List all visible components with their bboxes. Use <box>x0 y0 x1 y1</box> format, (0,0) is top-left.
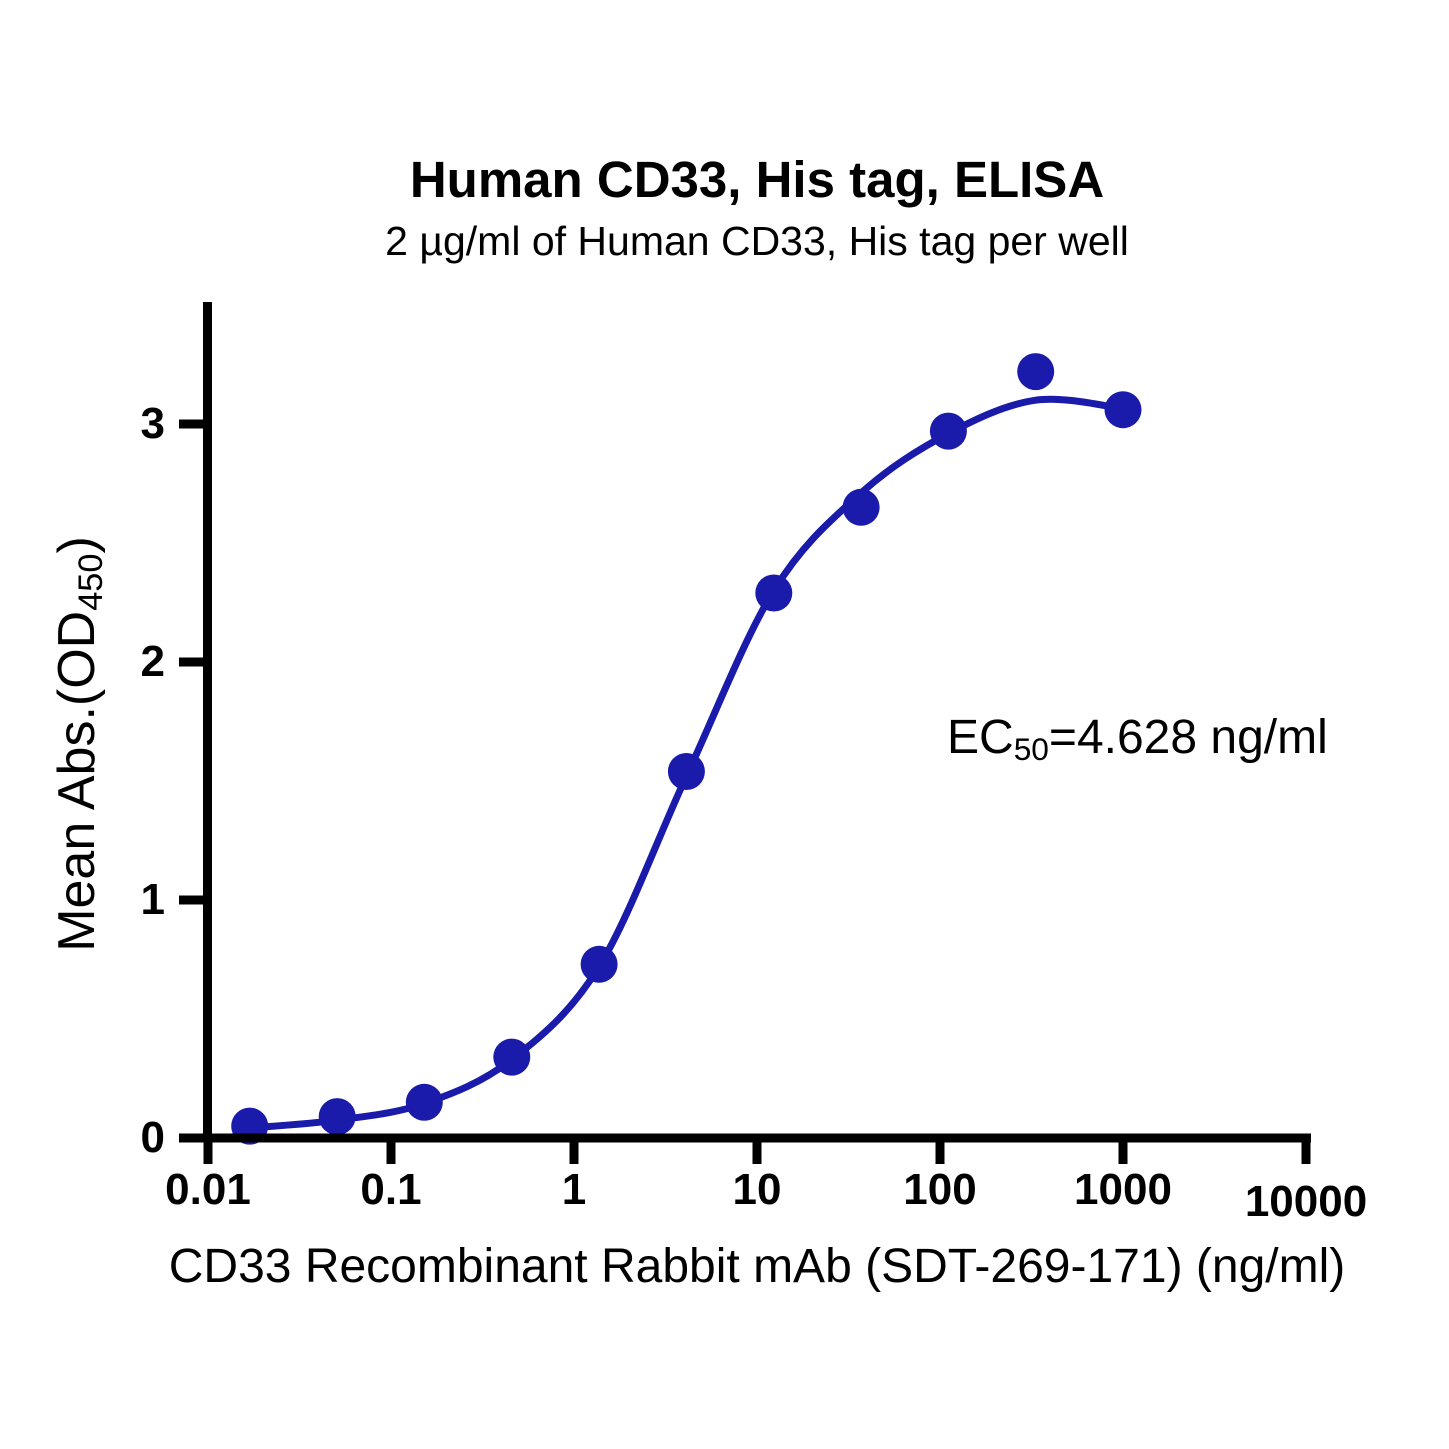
y-tick-label-3: 3 <box>140 399 165 448</box>
y-tick-mark <box>179 657 207 667</box>
data-point <box>405 1083 443 1121</box>
chart-subtitle: 2 µg/ml of Human CD33, His tag per well <box>385 218 1129 264</box>
x-tick-mark <box>752 1137 762 1164</box>
data-point <box>318 1098 356 1136</box>
x-axis-label: CD33 Recombinant Rabbit mAb (SDT-269-171… <box>168 1240 1346 1293</box>
y-tick-mark <box>179 1133 207 1143</box>
x-tick-label-1: 1 <box>561 1165 587 1214</box>
ec50-annotation: EC50=4.628 ng/ml <box>947 711 1328 765</box>
y-tick-label-2: 2 <box>140 637 165 686</box>
x-tick-mark <box>1301 1137 1311 1164</box>
y-tick-label-1: 1 <box>140 875 165 924</box>
data-point <box>667 753 705 790</box>
data-point <box>842 488 880 526</box>
x-tick-label-0.01: 0.01 <box>165 1165 251 1214</box>
data-point <box>580 945 618 983</box>
data-point <box>493 1038 531 1076</box>
y-axis-line <box>203 302 212 1142</box>
x-tick-mark <box>1118 1137 1128 1164</box>
x-tick-label-10: 10 <box>732 1165 782 1214</box>
data-point <box>1017 353 1055 391</box>
data-point <box>755 574 793 612</box>
x-tick-mark <box>386 1137 396 1164</box>
y-tick-label-0: 0 <box>140 1113 165 1162</box>
data-point <box>929 412 967 450</box>
x-tick-mark <box>935 1137 945 1164</box>
ec50-annotation-subscript: 50 <box>1013 730 1049 767</box>
x-tick-label-10000: 10000 <box>1244 1177 1368 1226</box>
y-axis-label-close: ) <box>48 536 106 554</box>
x-tick-label-100: 100 <box>903 1165 977 1214</box>
x-tick-label-1000: 1000 <box>1074 1165 1172 1214</box>
y-tick-mark <box>179 895 207 905</box>
y-axis-label-subscript: 450 <box>71 553 110 611</box>
data-point <box>1104 391 1142 429</box>
ec50-annotation-value: =4.628 ng/ml <box>1048 711 1328 764</box>
x-tick-mark <box>203 1137 213 1164</box>
chart-title: Human CD33, His tag, ELISA <box>409 151 1105 208</box>
y-tick-mark <box>179 419 207 429</box>
ec50-annotation-main: EC <box>947 711 1014 764</box>
x-tick-label-0.1: 0.1 <box>360 1165 422 1214</box>
x-tick-mark <box>569 1137 579 1164</box>
